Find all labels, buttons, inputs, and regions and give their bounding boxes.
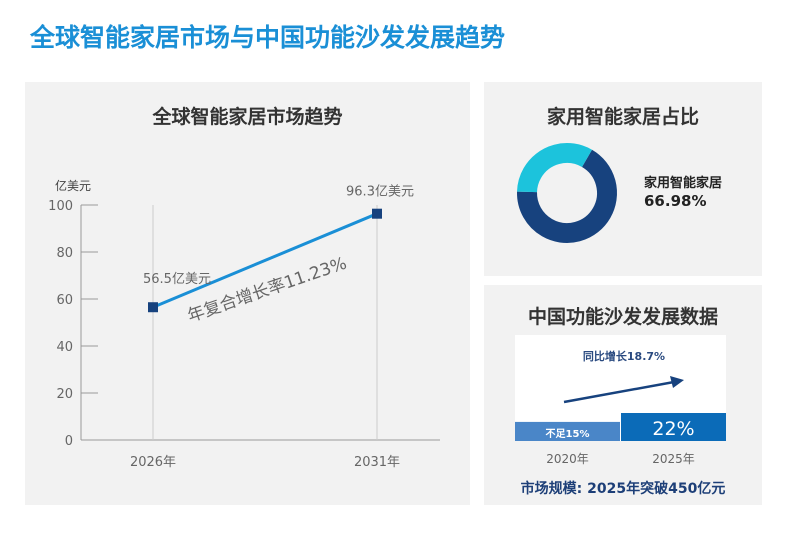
data-point [372, 208, 382, 219]
data-point [148, 302, 158, 313]
y-tick-label: 20 [56, 387, 73, 402]
bar-title: 中国功能沙发发展数据 [527, 306, 718, 328]
donut-value: 66.98% [644, 192, 707, 210]
page-title: 全球智能家居市场与中国功能沙发发展趋势 [30, 23, 506, 52]
donut-chart [517, 143, 617, 243]
y-tick-label: 60 [56, 293, 73, 308]
trend-arrow-line [563, 380, 675, 404]
cagr-annotation: 年复合增长率11.23% [185, 254, 349, 327]
growth-annotation: 同比增长18.7% [583, 349, 665, 363]
line-chart: 亿美元 0 20 40 60 80 100 2026年 2031年 56.5亿美元 96.3亿美元年… [48, 178, 440, 470]
donut-title: 家用智能家居占比 [546, 106, 699, 128]
bar-label: 22% [652, 418, 694, 440]
y-tick-label: 100 [48, 199, 73, 214]
bar [515, 421, 620, 441]
data-label: 56.5亿美元 [143, 272, 211, 287]
donut-panel: 家用智能家居占比 家用智能家居 66.98% [484, 82, 762, 276]
x-tick-label: 2031年 [354, 455, 400, 470]
series-line [152, 212, 378, 309]
y-tick-label: 40 [56, 340, 73, 355]
y-tick-label: 0 [65, 434, 73, 449]
y-tick-label: 80 [56, 246, 73, 261]
data-label: 96.3亿美元 [346, 185, 414, 200]
bar-footer: 市场规模: 2025年突破450亿元 [520, 481, 726, 497]
line-chart-title: 全球智能家居市场趋势 [152, 106, 343, 128]
donut-label: 家用智能家居 [644, 176, 723, 191]
trend-arrow-head [670, 376, 684, 388]
bar-label: 不足15% [546, 428, 590, 440]
x-tick-label: 2020年 [546, 452, 589, 466]
bar-panel: 中国功能沙发发展数据 不足15% 2020年 22% 2025年 同比增长18.7% 市… [484, 285, 762, 505]
x-tick-label: 2025年 [652, 452, 695, 466]
bar-chart: 不足15% 2020年 22% 2025年 同比增长18.7% [515, 349, 726, 466]
line-chart-panel: 全球智能家居市场趋势 亿美元 0 20 40 60 80 100 2026年 2031年 56.5… [25, 82, 470, 505]
x-tick-label: 2026年 [130, 455, 176, 470]
donut-slice [517, 143, 617, 243]
bar [621, 413, 726, 441]
y-axis-label: 亿美元 [55, 178, 91, 193]
